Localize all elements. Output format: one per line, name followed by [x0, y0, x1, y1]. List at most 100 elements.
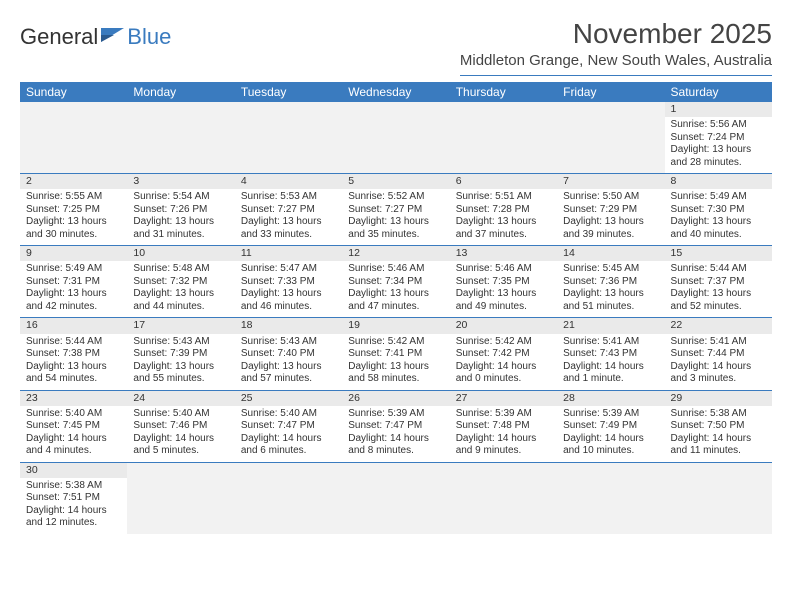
- daylight-line: Daylight: 14 hours and 4 minutes.: [26, 433, 121, 458]
- day-cell: 7Sunrise: 5:50 AMSunset: 7:29 PMDaylight…: [557, 174, 664, 246]
- day-details: Sunrise: 5:55 AMSunset: 7:25 PMDaylight:…: [20, 189, 127, 245]
- day-number: 4: [235, 174, 342, 189]
- flag-icon: [100, 26, 126, 44]
- day-number: 26: [342, 391, 449, 406]
- daylight-line: Daylight: 14 hours and 6 minutes.: [241, 433, 336, 458]
- weekday-header: Thursday: [450, 82, 557, 102]
- day-number: 18: [235, 318, 342, 333]
- sunset-line: Sunset: 7:34 PM: [348, 276, 443, 289]
- sunset-line: Sunset: 7:29 PM: [563, 204, 658, 217]
- sunrise-line: Sunrise: 5:39 AM: [563, 408, 658, 421]
- day-number: 28: [557, 391, 664, 406]
- day-number: 20: [450, 318, 557, 333]
- logo: General Blue: [20, 24, 171, 50]
- day-cell: 29Sunrise: 5:38 AMSunset: 7:50 PMDayligh…: [665, 390, 772, 462]
- sunrise-line: Sunrise: 5:40 AM: [241, 408, 336, 421]
- day-details: Sunrise: 5:43 AMSunset: 7:39 PMDaylight:…: [127, 334, 234, 390]
- day-number: 22: [665, 318, 772, 333]
- day-number: 29: [665, 391, 772, 406]
- day-number: 12: [342, 246, 449, 261]
- empty-cell: [557, 462, 664, 534]
- empty-cell: [235, 102, 342, 174]
- day-details: Sunrise: 5:39 AMSunset: 7:47 PMDaylight:…: [342, 406, 449, 462]
- day-number: 3: [127, 174, 234, 189]
- day-number: 25: [235, 391, 342, 406]
- day-number: 13: [450, 246, 557, 261]
- day-number: 7: [557, 174, 664, 189]
- day-cell: 28Sunrise: 5:39 AMSunset: 7:49 PMDayligh…: [557, 390, 664, 462]
- calendar-row: 16Sunrise: 5:44 AMSunset: 7:38 PMDayligh…: [20, 318, 772, 390]
- day-details: Sunrise: 5:52 AMSunset: 7:27 PMDaylight:…: [342, 189, 449, 245]
- daylight-line: Daylight: 14 hours and 3 minutes.: [671, 361, 766, 386]
- day-details: Sunrise: 5:56 AMSunset: 7:24 PMDaylight:…: [665, 117, 772, 173]
- day-details: Sunrise: 5:42 AMSunset: 7:41 PMDaylight:…: [342, 334, 449, 390]
- daylight-line: Daylight: 13 hours and 33 minutes.: [241, 216, 336, 241]
- daylight-line: Daylight: 13 hours and 57 minutes.: [241, 361, 336, 386]
- daylight-line: Daylight: 13 hours and 54 minutes.: [26, 361, 121, 386]
- day-details: Sunrise: 5:40 AMSunset: 7:45 PMDaylight:…: [20, 406, 127, 462]
- daylight-line: Daylight: 14 hours and 8 minutes.: [348, 433, 443, 458]
- sunset-line: Sunset: 7:43 PM: [563, 348, 658, 361]
- day-details: Sunrise: 5:51 AMSunset: 7:28 PMDaylight:…: [450, 189, 557, 245]
- sunset-line: Sunset: 7:47 PM: [241, 420, 336, 433]
- day-details: Sunrise: 5:40 AMSunset: 7:46 PMDaylight:…: [127, 406, 234, 462]
- sunset-line: Sunset: 7:38 PM: [26, 348, 121, 361]
- empty-cell: [127, 462, 234, 534]
- sunrise-line: Sunrise: 5:46 AM: [348, 263, 443, 276]
- weekday-header: Monday: [127, 82, 234, 102]
- day-cell: 15Sunrise: 5:44 AMSunset: 7:37 PMDayligh…: [665, 246, 772, 318]
- day-cell: 2Sunrise: 5:55 AMSunset: 7:25 PMDaylight…: [20, 174, 127, 246]
- sunset-line: Sunset: 7:41 PM: [348, 348, 443, 361]
- sunrise-line: Sunrise: 5:49 AM: [26, 263, 121, 276]
- day-cell: 20Sunrise: 5:42 AMSunset: 7:42 PMDayligh…: [450, 318, 557, 390]
- daylight-line: Daylight: 14 hours and 9 minutes.: [456, 433, 551, 458]
- weekday-header-row: Sunday Monday Tuesday Wednesday Thursday…: [20, 82, 772, 102]
- sunrise-line: Sunrise: 5:40 AM: [26, 408, 121, 421]
- sunrise-line: Sunrise: 5:48 AM: [133, 263, 228, 276]
- daylight-line: Daylight: 13 hours and 40 minutes.: [671, 216, 766, 241]
- day-number: 23: [20, 391, 127, 406]
- daylight-line: Daylight: 13 hours and 42 minutes.: [26, 288, 121, 313]
- sunrise-line: Sunrise: 5:41 AM: [671, 336, 766, 349]
- day-details: Sunrise: 5:38 AMSunset: 7:50 PMDaylight:…: [665, 406, 772, 462]
- day-cell: 5Sunrise: 5:52 AMSunset: 7:27 PMDaylight…: [342, 174, 449, 246]
- sunrise-line: Sunrise: 5:44 AM: [26, 336, 121, 349]
- sunrise-line: Sunrise: 5:38 AM: [26, 480, 121, 493]
- sunset-line: Sunset: 7:47 PM: [348, 420, 443, 433]
- daylight-line: Daylight: 13 hours and 49 minutes.: [456, 288, 551, 313]
- day-cell: 11Sunrise: 5:47 AMSunset: 7:33 PMDayligh…: [235, 246, 342, 318]
- day-details: Sunrise: 5:54 AMSunset: 7:26 PMDaylight:…: [127, 189, 234, 245]
- sunset-line: Sunset: 7:40 PM: [241, 348, 336, 361]
- day-cell: 16 Sunrise: 5:44 AMSunset: 7:38 PMDayligh…: [20, 318, 127, 390]
- daylight-line: Daylight: 14 hours and 0 minutes.: [456, 361, 551, 386]
- day-details: Sunrise: 5:38 AMSunset: 7:51 PMDaylight:…: [20, 478, 127, 534]
- day-number: 19: [342, 318, 449, 333]
- sunrise-line: Sunrise: 5:54 AM: [133, 191, 228, 204]
- day-details: Sunrise: 5:49 AMSunset: 7:30 PMDaylight:…: [665, 189, 772, 245]
- logo-text-1: General: [20, 24, 98, 50]
- day-cell: 9Sunrise: 5:49 AMSunset: 7:31 PMDaylight…: [20, 246, 127, 318]
- sunset-line: Sunset: 7:39 PM: [133, 348, 228, 361]
- sunset-line: Sunset: 7:32 PM: [133, 276, 228, 289]
- day-cell: 22Sunrise: 5:41 AMSunset: 7:44 PMDayligh…: [665, 318, 772, 390]
- sunrise-line: Sunrise: 5:47 AM: [241, 263, 336, 276]
- daylight-line: Daylight: 13 hours and 28 minutes.: [671, 144, 766, 169]
- day-cell: 24Sunrise: 5:40 AMSunset: 7:46 PMDayligh…: [127, 390, 234, 462]
- empty-cell: [127, 102, 234, 174]
- day-number: 30: [20, 463, 127, 478]
- day-details: Sunrise: 5:45 AMSunset: 7:36 PMDaylight:…: [557, 261, 664, 317]
- sunset-line: Sunset: 7:37 PM: [671, 276, 766, 289]
- sunrise-line: Sunrise: 5:43 AM: [241, 336, 336, 349]
- daylight-line: Daylight: 13 hours and 52 minutes.: [671, 288, 766, 313]
- day-number: 16: [20, 318, 127, 333]
- day-cell: 19Sunrise: 5:42 AMSunset: 7:41 PMDayligh…: [342, 318, 449, 390]
- daylight-line: Daylight: 13 hours and 30 minutes.: [26, 216, 121, 241]
- daylight-line: Daylight: 13 hours and 44 minutes.: [133, 288, 228, 313]
- day-details: Sunrise: 5:48 AMSunset: 7:32 PMDaylight:…: [127, 261, 234, 317]
- sunrise-line: Sunrise: 5:44 AM: [671, 263, 766, 276]
- sunrise-line: Sunrise: 5:53 AM: [241, 191, 336, 204]
- day-cell: 1Sunrise: 5:56 AMSunset: 7:24 PMDaylight…: [665, 102, 772, 174]
- daylight-line: Daylight: 14 hours and 5 minutes.: [133, 433, 228, 458]
- sunset-line: Sunset: 7:35 PM: [456, 276, 551, 289]
- sunset-line: Sunset: 7:46 PM: [133, 420, 228, 433]
